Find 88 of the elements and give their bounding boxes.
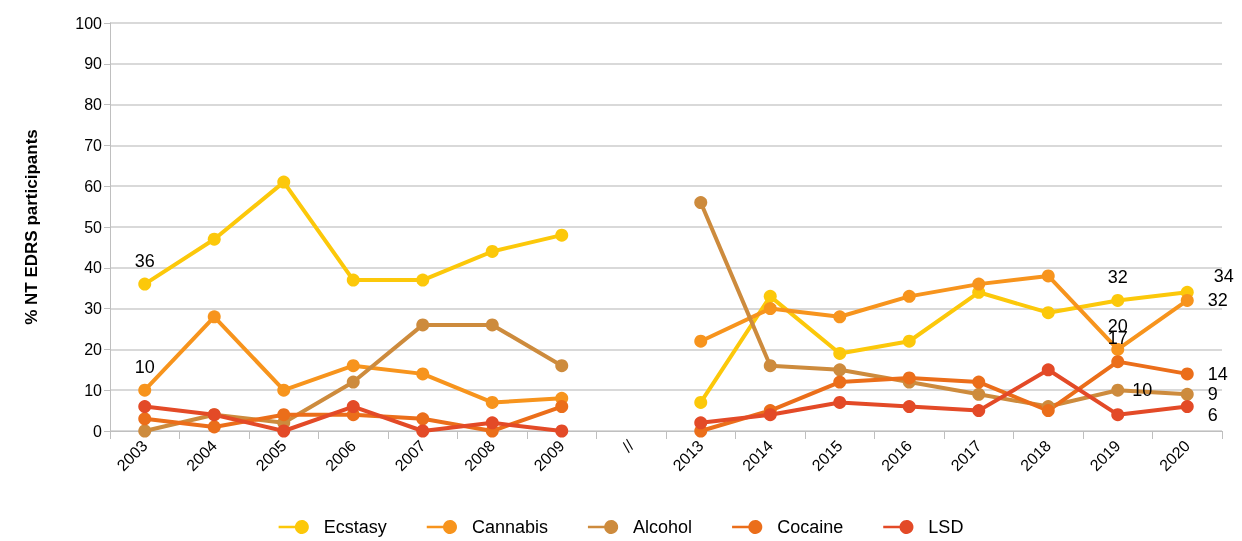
point: [902, 371, 916, 385]
point: [902, 400, 916, 414]
point: [346, 375, 360, 389]
point: [1111, 383, 1125, 397]
legend-label: Cocaine: [777, 517, 844, 537]
point: [207, 420, 221, 434]
legend-label: Ecstasy: [323, 517, 387, 537]
point: [346, 400, 360, 414]
point: [555, 424, 569, 438]
point: [972, 277, 986, 291]
y-tick-label: 20: [84, 340, 103, 358]
point: [138, 424, 152, 438]
point: [1180, 400, 1194, 414]
y-tick-label: 90: [84, 55, 103, 73]
point: [833, 346, 847, 360]
point: [555, 228, 569, 242]
point: [972, 404, 986, 418]
point: [1041, 404, 1055, 418]
point: [1111, 293, 1125, 307]
data-label: 32: [1107, 266, 1128, 287]
point: [1041, 306, 1055, 320]
data-label: 32: [1207, 290, 1228, 311]
point: [694, 416, 708, 430]
point: [833, 363, 847, 377]
point: [138, 412, 152, 426]
point: [416, 273, 430, 287]
point: [416, 424, 430, 438]
y-tick-label: 70: [84, 136, 103, 154]
point: [416, 367, 430, 381]
point: [277, 424, 291, 438]
point: [763, 408, 777, 422]
point: [277, 175, 291, 189]
point: [277, 383, 291, 397]
point: [138, 383, 152, 397]
point: [763, 302, 777, 316]
y-tick-label: 50: [84, 218, 103, 236]
point: [207, 310, 221, 324]
y-tick-label: 10: [84, 381, 103, 399]
y-tick-label: 60: [84, 177, 103, 195]
point: [694, 395, 708, 409]
legend-label: Cannabis: [471, 517, 548, 537]
point: [485, 318, 499, 332]
point: [277, 408, 291, 422]
point: [833, 395, 847, 409]
y-tick-label: 30: [84, 300, 103, 318]
data-label: 6: [1207, 404, 1218, 425]
point: [763, 359, 777, 373]
point: [1041, 269, 1055, 283]
y-tick-label: 100: [75, 14, 103, 32]
data-label: 34: [1213, 266, 1234, 287]
point: [902, 334, 916, 348]
y-axis-title: % NT EDRS participants: [22, 129, 41, 325]
point: [485, 244, 499, 258]
point: [485, 416, 499, 430]
point: [833, 375, 847, 389]
x-tick-label: //: [618, 436, 638, 456]
point: [555, 400, 569, 414]
y-tick-label: 80: [84, 96, 103, 114]
point: [346, 359, 360, 373]
point: [1180, 387, 1194, 401]
point: [902, 289, 916, 303]
legend-label: Alcohol: [633, 517, 693, 537]
point: [346, 273, 360, 287]
y-tick-label: 0: [93, 422, 103, 440]
point: [1111, 408, 1125, 422]
point: [416, 318, 430, 332]
point: [1041, 363, 1055, 377]
data-label: 9: [1207, 384, 1218, 405]
point: [763, 289, 777, 303]
y-tick-label: 40: [84, 259, 103, 277]
data-label: 36: [134, 250, 155, 271]
point: [1111, 355, 1125, 369]
legend-label: LSD: [928, 517, 964, 537]
point: [833, 310, 847, 324]
point: [972, 375, 986, 389]
point: [555, 359, 569, 373]
point: [694, 196, 708, 210]
point: [1180, 367, 1194, 381]
point: [485, 395, 499, 409]
data-label: 10: [134, 356, 155, 377]
point: [416, 412, 430, 426]
data-label: 14: [1207, 363, 1228, 384]
point: [1180, 293, 1194, 307]
point: [972, 387, 986, 401]
point: [694, 334, 708, 348]
point: [138, 277, 152, 291]
point: [207, 232, 221, 246]
point: [138, 400, 152, 414]
